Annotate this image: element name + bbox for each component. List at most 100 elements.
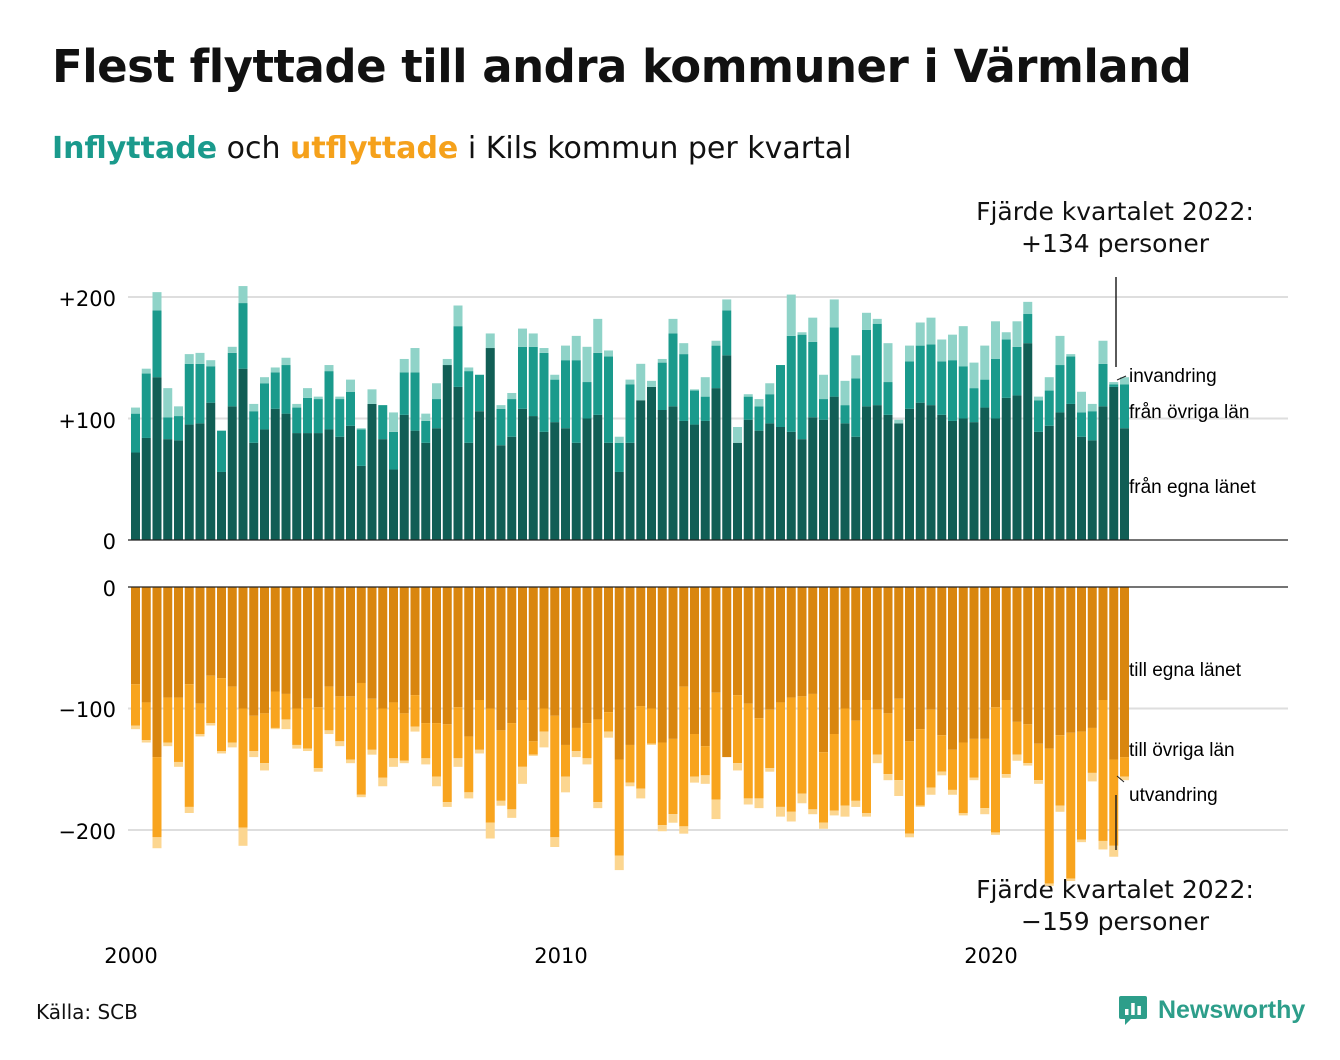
bar-out-emigration <box>915 805 925 807</box>
bar-in-own-county <box>507 436 517 541</box>
bar-in-own-county <box>840 423 850 540</box>
bar-out-emigration <box>991 832 1000 835</box>
bar-in-own-county <box>872 405 882 540</box>
bar-in-other-county <box>561 360 570 429</box>
bar-out-emigration <box>647 743 656 745</box>
bar-in-other-county <box>453 326 463 387</box>
bar-out-other-county <box>260 713 269 764</box>
bars-bottom <box>131 587 1129 886</box>
bar-in-immigration <box>819 374 828 400</box>
bar-in-other-county <box>1055 365 1065 413</box>
bar-out-other-county <box>453 707 463 759</box>
bar-in-other-county <box>700 396 710 421</box>
bar-in-own-county <box>335 436 345 541</box>
bar-out-own-county <box>131 587 140 685</box>
bar-out-emigration <box>948 789 957 795</box>
bar-in-other-county <box>539 352 549 432</box>
bar-out-emigration <box>399 760 409 764</box>
y-tick-bottom-minus-200: −200 <box>58 820 116 844</box>
bar-in-other-county <box>1012 346 1022 396</box>
bar-out-own-county <box>1066 587 1076 733</box>
bar-out-emigration <box>281 719 291 730</box>
x-tick-2020: 2020 <box>964 944 1017 968</box>
bar-in-immigration <box>528 333 538 347</box>
bar-in-own-county <box>851 436 861 541</box>
bar-in-immigration <box>432 383 441 400</box>
bar-out-own-county <box>657 587 667 743</box>
bar-in-own-county <box>647 386 656 540</box>
label-till-egna-lanet: till egna länet <box>1129 660 1242 681</box>
bar-out-other-county <box>528 741 538 755</box>
leader-utvandring <box>1116 775 1125 783</box>
bar-in-own-county <box>797 439 807 540</box>
bar-in-own-county <box>485 348 495 540</box>
bar-out-own-county <box>260 587 269 714</box>
bar-out-emigration <box>324 730 334 735</box>
bar-out-emigration <box>700 775 710 784</box>
bar-in-immigration <box>1055 335 1065 366</box>
bar-out-other-county <box>1066 732 1076 879</box>
bar-out-other-county <box>335 696 345 742</box>
bar-out-own-county <box>625 587 635 745</box>
bar-out-emigration <box>270 727 280 730</box>
bar-out-emigration <box>453 758 463 767</box>
bar-out-own-county <box>819 587 828 753</box>
bar-out-own-county <box>507 587 517 724</box>
bar-in-other-county <box>614 442 624 472</box>
bar-out-emigration <box>421 758 431 765</box>
bar-in-immigration <box>1001 332 1011 340</box>
bar-in-immigration <box>184 354 194 364</box>
bar-in-own-county <box>131 452 140 540</box>
bar-out-own-county <box>464 587 474 737</box>
bar-out-other-county <box>249 715 259 752</box>
bar-out-own-county <box>432 587 441 724</box>
bar-out-other-county <box>152 757 162 838</box>
bar-out-other-county <box>690 734 699 777</box>
bar-out-emigration <box>593 802 603 809</box>
bar-in-immigration <box>1066 354 1076 357</box>
bar-in-own-county <box>217 471 226 540</box>
subtitle-inflyttade: Inflyttade <box>52 131 218 166</box>
bar-in-other-county <box>421 420 431 443</box>
bar-out-other-county <box>948 749 957 790</box>
bar-in-immigration <box>163 388 173 418</box>
bar-out-other-county <box>593 719 603 803</box>
bar-out-emigration <box>657 825 667 832</box>
bar-in-own-county <box>969 422 979 540</box>
bar-in-immigration <box>1012 321 1022 347</box>
bar-out-other-county <box>625 744 635 783</box>
bar-in-other-county <box>657 362 667 410</box>
bar-out-other-county <box>346 696 355 760</box>
bar-in-immigration <box>722 299 732 311</box>
bar-out-other-county <box>797 696 807 794</box>
bar-out-other-county <box>485 708 495 823</box>
bar-out-emigration <box>829 810 839 816</box>
bar-in-own-county <box>1066 403 1076 540</box>
bar-in-own-county <box>1098 406 1108 540</box>
bar-out-other-county <box>915 729 925 806</box>
bar-in-other-county <box>1001 339 1011 398</box>
bar-out-other-county <box>765 709 775 769</box>
bar-out-other-county <box>829 734 839 811</box>
bar-in-other-county <box>582 382 592 419</box>
bar-in-immigration <box>625 379 635 385</box>
bar-in-own-county <box>324 429 334 541</box>
bar-in-own-county <box>1077 436 1086 541</box>
bar-out-own-county <box>238 587 248 709</box>
bar-in-own-county <box>604 442 613 540</box>
bar-out-own-county <box>776 587 785 703</box>
bar-out-emigration <box>1001 774 1011 778</box>
bar-out-own-county <box>184 587 194 685</box>
bar-out-emigration <box>475 749 484 754</box>
bar-out-emigration <box>1023 763 1033 766</box>
bar-in-immigration <box>260 377 269 384</box>
bar-out-emigration <box>797 793 807 804</box>
bar-out-own-county <box>905 587 914 742</box>
bar-out-own-county <box>528 587 538 742</box>
bar-in-other-county <box>991 358 1000 419</box>
bar-in-immigration <box>453 305 463 327</box>
bar-out-emigration <box>163 742 173 747</box>
bar-in-immigration <box>131 407 140 414</box>
bar-out-own-county <box>561 587 570 745</box>
annotation-bottom-line2: −159 personer <box>1021 907 1209 936</box>
